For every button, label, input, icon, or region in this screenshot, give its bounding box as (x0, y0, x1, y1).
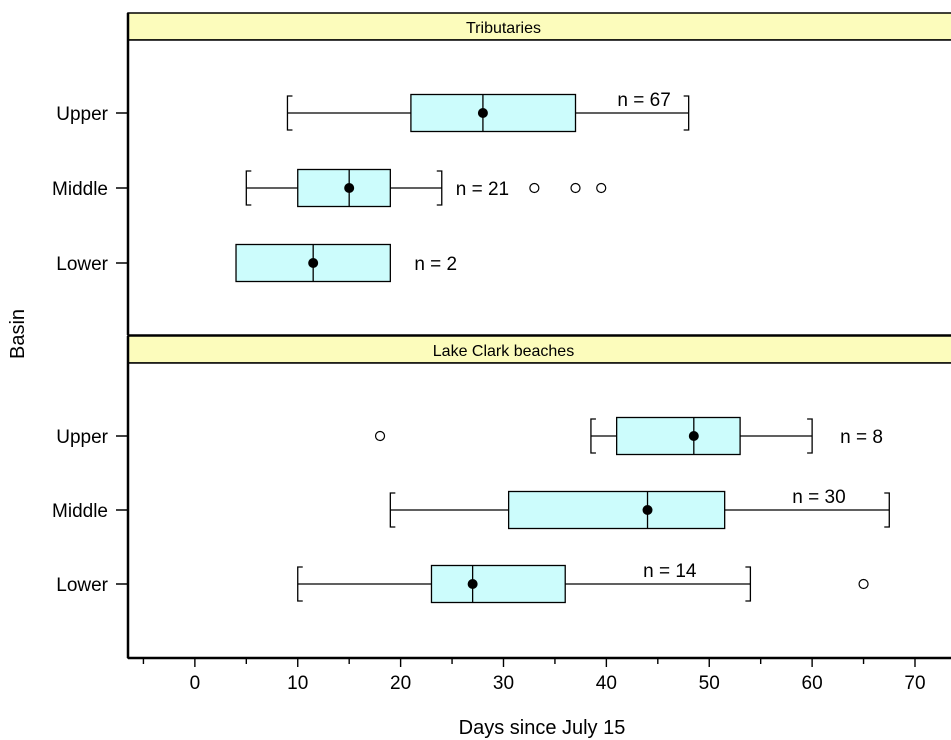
whisker-high-cap (884, 492, 890, 528)
outlier-point (858, 578, 869, 590)
box-middle: Middle n = 21 (52, 168, 607, 208)
panel-1: Tributaries Upper n = 67 Middle n = 21 Lower n… (52, 12, 951, 336)
category-label: Lower (56, 575, 108, 596)
n-label: n = 8 (840, 427, 883, 448)
whisker-low-cap (245, 170, 252, 206)
whisker-low-cap (389, 492, 396, 528)
whisker-high-cap (436, 170, 443, 206)
outlier-point (529, 182, 540, 194)
category-label: Lower (56, 254, 108, 275)
category-label: Upper (56, 427, 108, 448)
whisker-high-cap (745, 566, 752, 602)
panels-layer: Tributaries Upper n = 67 Middle n = 21 Lower n… (52, 12, 951, 659)
x-tick-label: 70 (904, 673, 925, 694)
box-upper: Upper n = 67 (56, 90, 690, 133)
whisker-low-cap (297, 566, 303, 602)
whisker-high-cap (683, 95, 690, 131)
x-axis-title: Days since July 15 (459, 717, 626, 739)
n-label: n = 2 (414, 254, 457, 275)
mean-point (308, 258, 319, 268)
panel-title: Lake Clark beaches (433, 343, 574, 360)
x-tick-label: 40 (596, 673, 617, 694)
x-axis: 0 10 20 30 40 50 60 70 (128, 656, 951, 694)
box-lower: Lower n = 14 (56, 561, 869, 604)
whisker-high-cap (807, 418, 813, 454)
category-label: Middle (52, 501, 108, 522)
whisker-low-cap (590, 418, 596, 454)
mean-point (344, 183, 355, 193)
n-label: n = 30 (792, 487, 845, 508)
iqr-box (410, 93, 577, 133)
box-lower: Lower n = 2 (56, 243, 457, 283)
box-middle: Middle n = 30 (52, 487, 890, 530)
whisker-low-cap (286, 95, 293, 131)
x-tick-label: 10 (287, 673, 308, 694)
n-label: n = 67 (617, 90, 670, 111)
iqr-box (616, 416, 741, 456)
category-label: Upper (56, 104, 108, 125)
outlier-point (374, 430, 386, 442)
mean-point (688, 431, 699, 441)
x-tick-label: 0 (190, 673, 201, 694)
y-axis-title: Basin (7, 309, 29, 359)
x-tick-label: 50 (699, 673, 720, 694)
category-label: Middle (52, 179, 108, 200)
box-upper: Upper n = 8 (56, 416, 883, 456)
outlier-point (596, 182, 607, 194)
iqr-box (507, 490, 726, 530)
mean-point (642, 505, 653, 515)
x-tick-label: 30 (493, 673, 514, 694)
outlier-point (570, 182, 581, 194)
x-tick-label: 60 (802, 673, 823, 694)
panel-title: Tributaries (466, 20, 541, 37)
iqr-box (430, 564, 566, 604)
mean-point (467, 579, 478, 589)
mean-point (477, 108, 488, 118)
n-label: n = 14 (643, 561, 697, 582)
x-tick-label: 20 (390, 673, 411, 694)
iqr-box (297, 168, 391, 208)
panel-2: Lake Clark beaches Upper n = 8 Middle n = 30… (52, 335, 951, 659)
n-label: n = 21 (456, 179, 509, 200)
